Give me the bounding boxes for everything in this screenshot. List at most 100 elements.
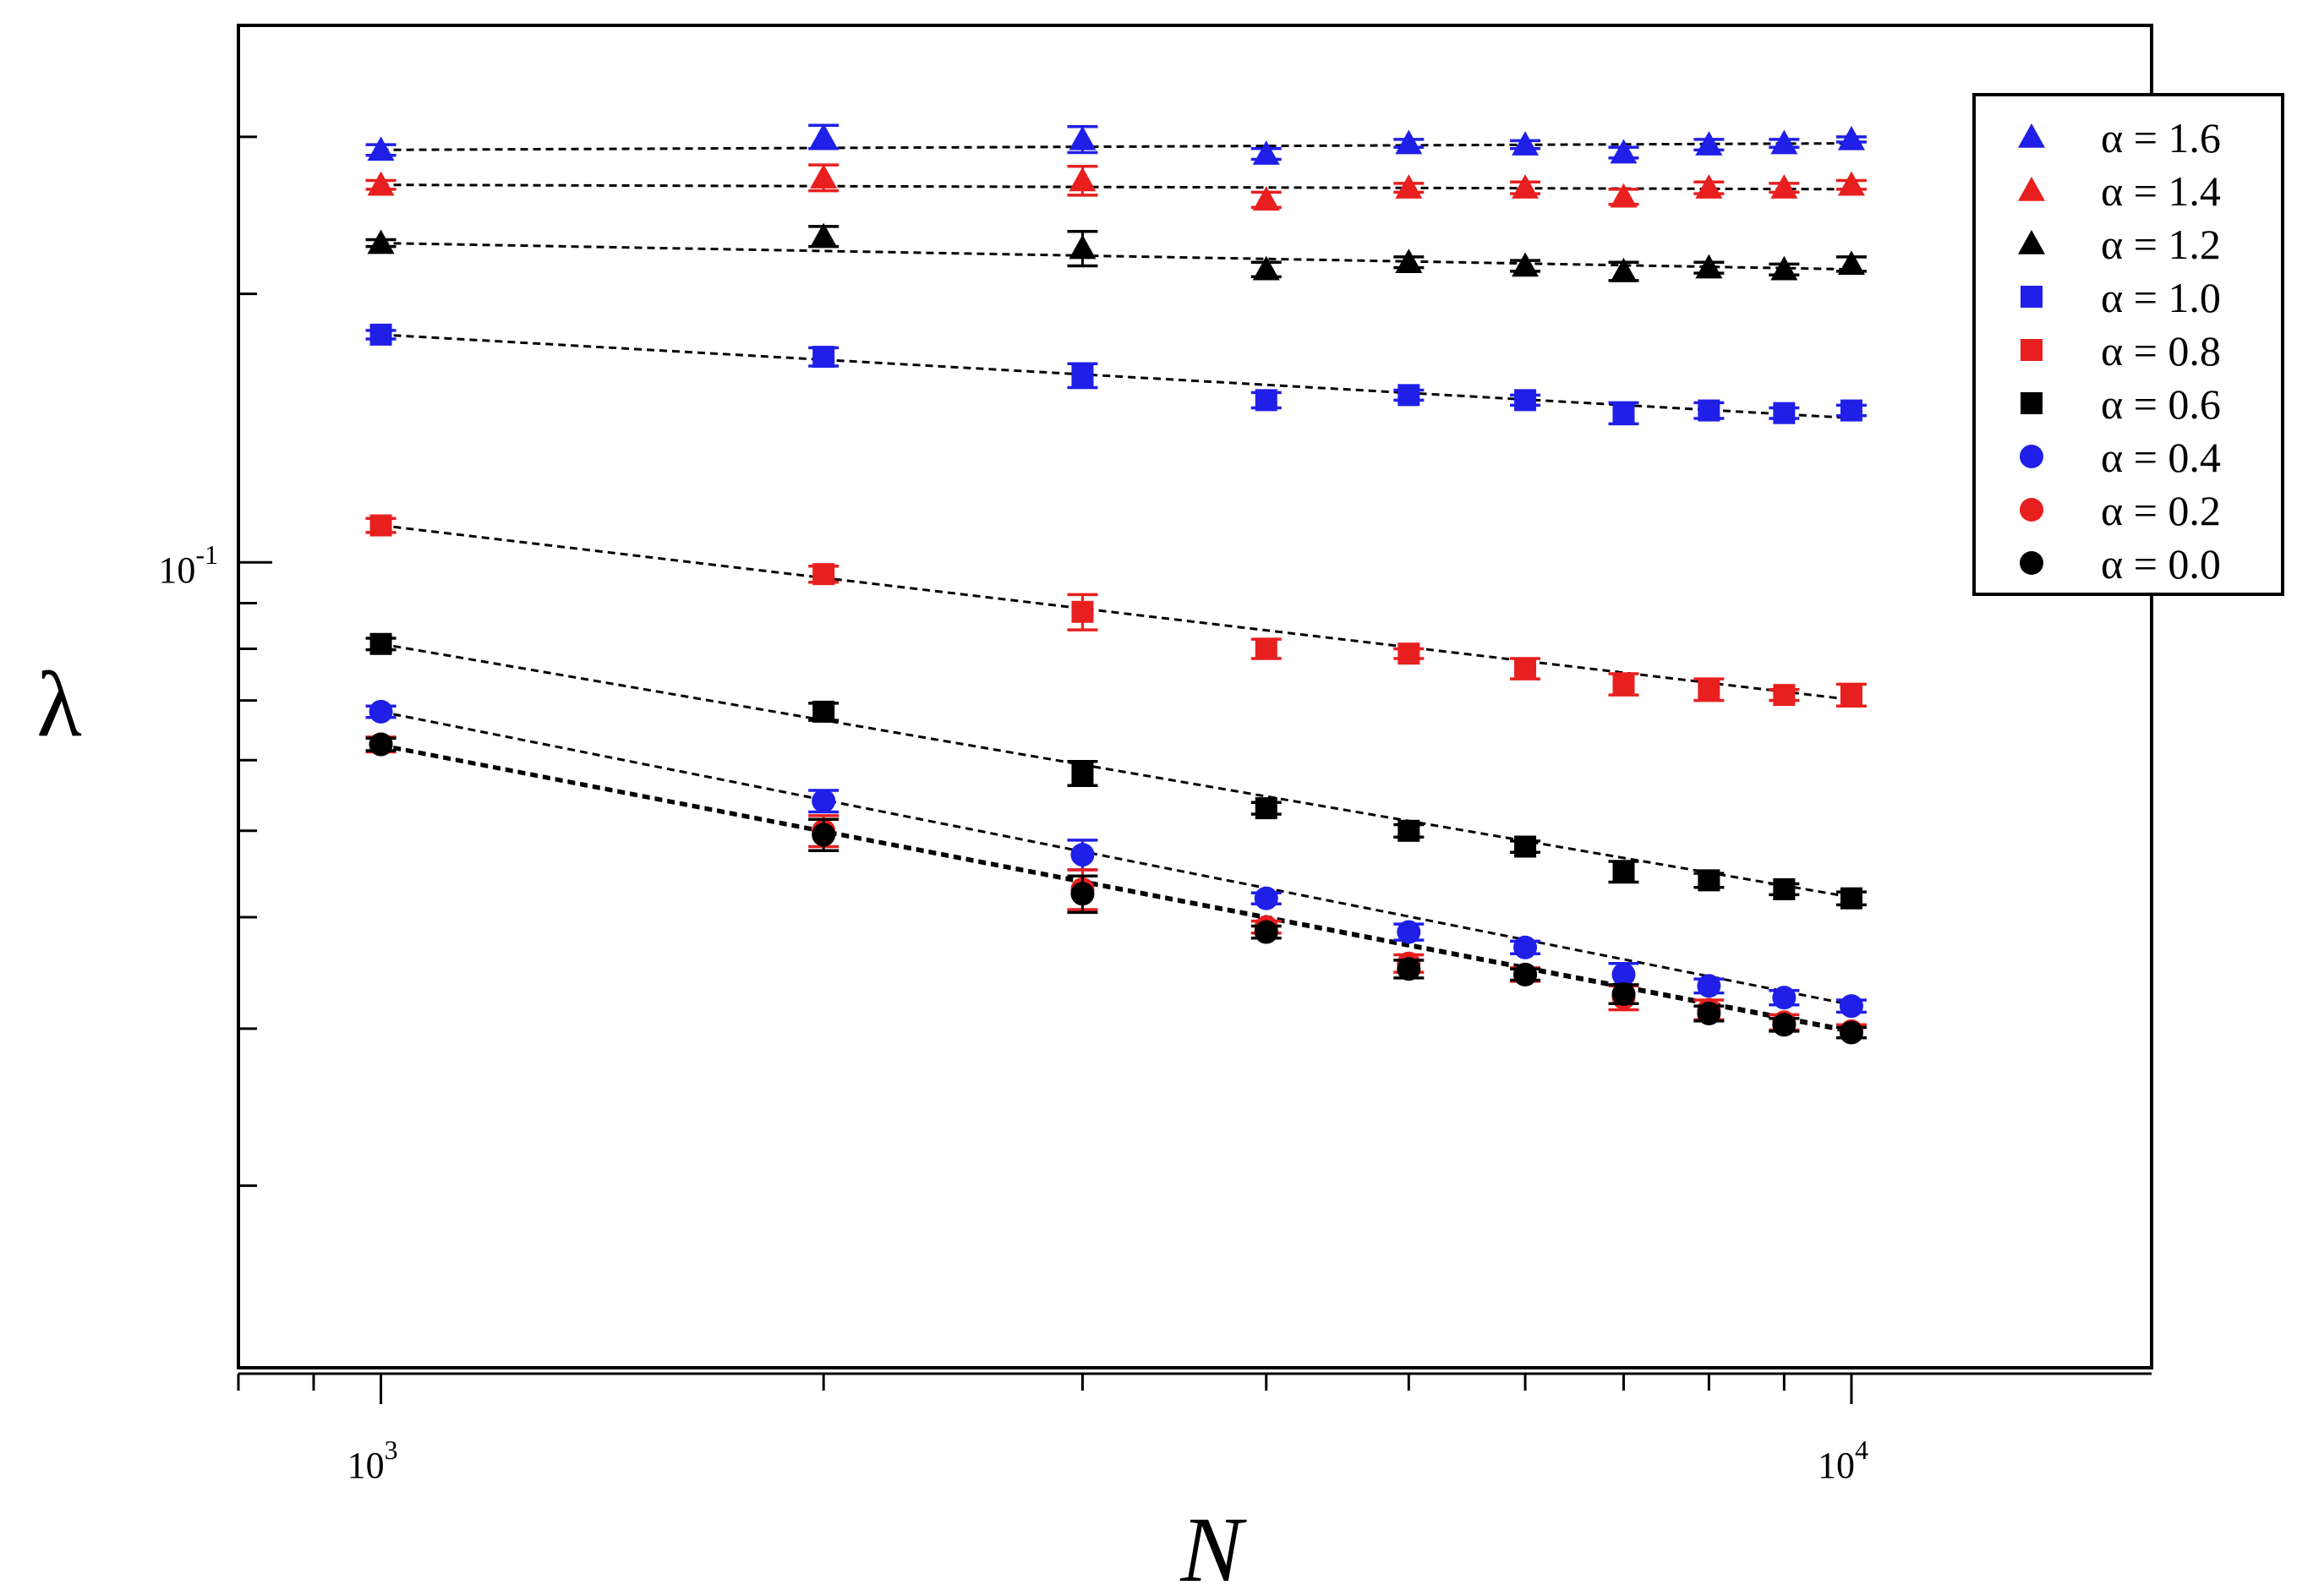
data-point xyxy=(1698,678,1720,701)
data-point xyxy=(810,164,838,189)
data-point xyxy=(1610,183,1638,208)
y-axis-ticks: 10-1 xyxy=(158,24,272,1188)
data-point xyxy=(1069,234,1097,260)
data-point xyxy=(810,222,838,248)
data-point xyxy=(1612,861,1635,883)
data-point xyxy=(1397,920,1421,944)
data-point xyxy=(1395,249,1423,274)
data-point xyxy=(1840,684,1862,707)
legend-marker xyxy=(2018,230,2045,254)
legend-label: α = 0.8 xyxy=(2101,327,2221,374)
legend-label: α = 0.0 xyxy=(2101,540,2221,588)
fit-line xyxy=(380,642,1859,900)
fit-line xyxy=(380,743,1859,1033)
data-point xyxy=(1071,364,1094,387)
data-point xyxy=(1397,642,1420,665)
series-group xyxy=(365,632,1867,910)
data-point xyxy=(1772,1013,1797,1037)
data-point xyxy=(810,123,838,148)
data-point xyxy=(1773,877,1796,900)
data-point xyxy=(1397,384,1420,407)
data-point xyxy=(1069,125,1097,150)
fit-line xyxy=(380,142,1858,151)
data-point xyxy=(1612,402,1635,424)
data-point xyxy=(1071,762,1094,784)
data-point xyxy=(1611,962,1636,987)
data-point xyxy=(1255,637,1277,660)
legend-label: α = 1.6 xyxy=(2101,114,2221,161)
x-tick-label: 104 xyxy=(1818,1435,1868,1486)
y-tick-label: 10-1 xyxy=(158,539,218,591)
data-point xyxy=(1252,186,1280,211)
data-point xyxy=(1840,399,1862,422)
data-point xyxy=(1397,957,1421,981)
plot-frame xyxy=(237,24,2153,1369)
data-point xyxy=(1514,835,1537,858)
fit-line xyxy=(380,242,1858,271)
data-point xyxy=(1512,131,1540,156)
data-point xyxy=(1611,981,1636,1006)
data-point xyxy=(369,732,393,757)
data-point xyxy=(1698,869,1720,892)
data-point xyxy=(1770,174,1798,199)
data-point xyxy=(369,323,392,346)
legend-label: α = 0.6 xyxy=(2101,380,2221,428)
data-point xyxy=(1513,935,1538,959)
data-point xyxy=(1070,843,1095,867)
legend-marker xyxy=(2020,498,2043,522)
data-point xyxy=(1839,994,1863,1019)
data-point xyxy=(812,789,836,813)
legend-label: α = 1.2 xyxy=(2101,221,2221,268)
fit-line xyxy=(380,524,1859,702)
data-point xyxy=(1512,252,1540,277)
data-point xyxy=(1840,887,1862,910)
data-point xyxy=(1255,389,1277,412)
data-point xyxy=(1695,254,1723,279)
data-point xyxy=(1070,882,1095,906)
data-point xyxy=(1773,684,1796,707)
data-point xyxy=(1697,974,1721,998)
data-point xyxy=(1255,797,1277,820)
data-point xyxy=(812,563,835,586)
y-axis-title: λ xyxy=(36,653,81,756)
x-tick-label: 103 xyxy=(347,1435,398,1486)
legend-label: α = 0.4 xyxy=(2101,434,2221,481)
data-point xyxy=(1837,250,1865,276)
series-group xyxy=(365,732,1867,1045)
data-point xyxy=(1612,673,1635,696)
data-point xyxy=(1514,389,1537,412)
fit-line xyxy=(380,745,1859,1036)
data-points-layer xyxy=(365,123,1867,1045)
data-point xyxy=(1254,886,1278,910)
data-point xyxy=(1772,986,1797,1010)
data-point xyxy=(812,823,836,847)
data-point xyxy=(1513,962,1538,987)
legend-marker xyxy=(2021,392,2043,414)
fit-line xyxy=(380,710,1859,1008)
legend-marker xyxy=(2018,123,2045,148)
data-point xyxy=(1837,125,1865,150)
data-point xyxy=(812,346,835,369)
data-point xyxy=(1839,1020,1863,1045)
data-point xyxy=(1395,129,1423,155)
data-point xyxy=(1695,131,1723,156)
legend-marker xyxy=(2018,177,2045,201)
data-point xyxy=(367,171,395,196)
data-point xyxy=(1697,1001,1721,1025)
data-point xyxy=(369,632,392,655)
data-point xyxy=(1252,255,1280,281)
data-point xyxy=(367,229,395,254)
series-group xyxy=(365,163,1867,211)
fit-lines-layer xyxy=(380,142,1859,1036)
data-point xyxy=(1069,167,1097,192)
series-group xyxy=(365,123,1867,165)
legend-marker xyxy=(2020,551,2043,575)
data-point xyxy=(1837,171,1865,196)
data-point xyxy=(1770,255,1798,281)
data-point xyxy=(1254,920,1278,944)
fit-line xyxy=(380,333,1859,420)
legend: α = 1.6 α = 1.4 α = 1.2 α = 1.0 α = 0.8 α = 0… xyxy=(1972,93,2284,596)
legend-label: α = 0.2 xyxy=(2101,487,2221,534)
legend-label: α = 1.4 xyxy=(2101,167,2221,215)
